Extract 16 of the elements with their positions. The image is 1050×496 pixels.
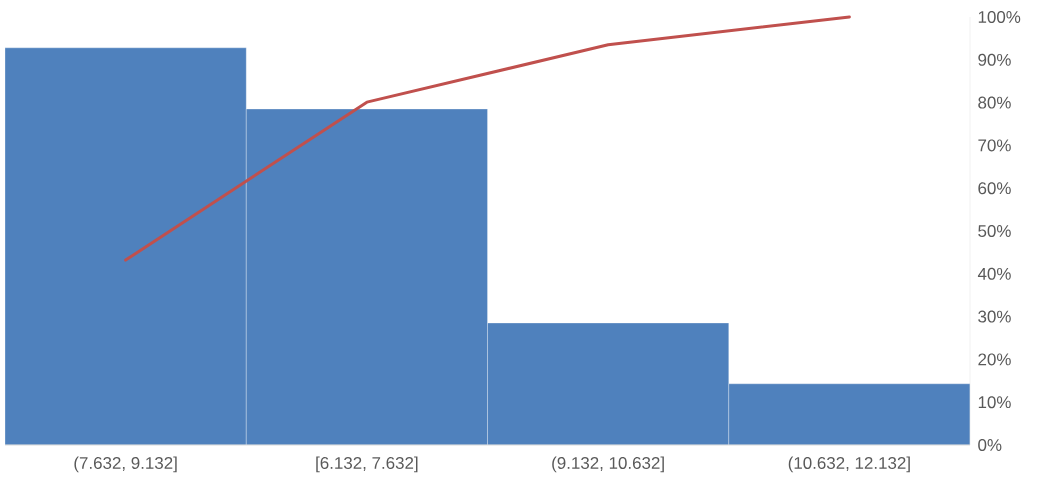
y2-tick-label: 20%: [978, 353, 1011, 366]
y2-tick-label: 0%: [978, 439, 1002, 451]
y2-tick-label: 90%: [978, 53, 1011, 66]
y2-tick-label: 40%: [977, 267, 1011, 280]
x-tick-label: (10.632, 12.132]: [788, 456, 910, 473]
x-tick-label: (7.632, 9.132]: [74, 456, 177, 473]
x-tick-label: (9.132, 10.632]: [552, 456, 664, 473]
y2-tick-label: 10%: [978, 396, 1011, 409]
y2-tick-label: 30%: [978, 310, 1011, 323]
y2-tick-label: 80%: [978, 96, 1011, 109]
line-series: [124, 15, 851, 262]
y2-tick-label: 50%: [978, 225, 1011, 237]
y2-tick-label: 100%: [978, 11, 1021, 23]
x-tick-label: [6.132, 7.632]: [316, 456, 418, 473]
y2-tick-label: 60%: [978, 182, 1011, 195]
y2-tick-label: 70%: [978, 139, 1011, 152]
